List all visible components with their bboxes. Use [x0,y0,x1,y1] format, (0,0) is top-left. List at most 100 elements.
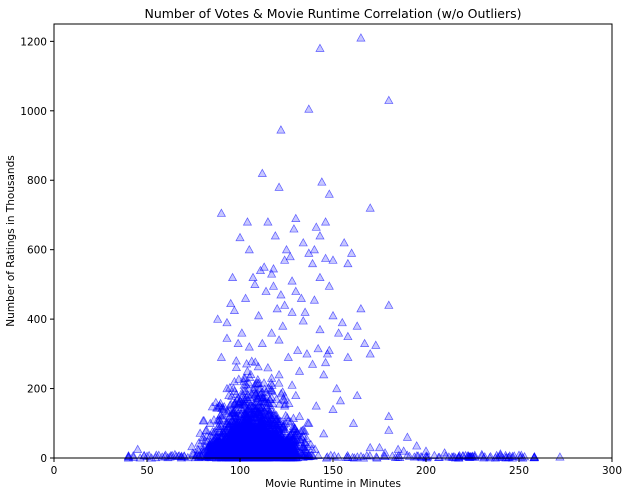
data-point [279,391,290,400]
x-tick-label: 300 [602,465,622,477]
data-point [307,359,318,368]
data-point [222,317,232,327]
data-point [284,398,294,407]
data-point [260,384,270,393]
data-point [247,356,257,365]
data-point [352,390,362,400]
data-point [191,450,202,460]
data-point [384,411,394,420]
x-tick-label: 150 [323,465,343,477]
data-point [274,369,284,379]
data-point [555,452,565,461]
data-point [268,264,279,273]
data-point [274,335,284,344]
data-point [324,345,334,354]
data-point [365,349,375,358]
data-point [335,395,346,405]
data-point [402,432,412,441]
data-point [328,255,338,264]
data-point [296,293,306,302]
data-point [274,182,284,191]
data-point [257,168,267,177]
data-point [315,231,325,240]
plot-frame [53,23,613,459]
data-point [199,416,209,425]
data-point [384,425,394,434]
data-point [187,441,197,451]
chart-title: Number of Votes & Movie Runtime Correlat… [144,6,521,21]
data-point [324,281,334,290]
data-point [237,388,247,397]
data-point [298,238,308,247]
data-point [227,272,238,282]
data-point [198,445,208,454]
data-point [133,444,143,453]
data-point [365,203,375,212]
data-point [365,442,375,452]
data-point [233,338,243,347]
data-point [307,258,318,268]
data-point [320,217,331,226]
data-point [248,272,258,282]
data-point [229,376,240,386]
data-point [360,338,370,347]
data-point [291,213,301,222]
data-point [328,404,338,413]
data-point [231,356,241,365]
x-tick-label: 200 [416,465,436,477]
data-point [256,388,266,398]
data-point [287,307,297,316]
data-point [253,361,263,371]
data-point [272,303,282,313]
data-point [228,383,239,393]
data-point [304,104,314,113]
data-point [309,295,319,304]
data-point [298,425,308,434]
data-point [399,446,409,455]
data-points [123,33,565,462]
data-point [237,328,247,337]
data-point [374,442,385,452]
data-point [280,300,290,309]
data-point [332,383,342,393]
data-point [229,305,240,314]
data-point [231,362,241,371]
data-point [254,310,264,320]
data-point [235,232,245,242]
data-point [267,269,277,278]
data-point [320,357,331,367]
data-point [226,298,236,308]
data-point [302,349,312,358]
data-point [356,33,366,42]
data-point [250,357,260,366]
x-tick-label: 250 [509,465,529,477]
data-point [371,452,381,461]
data-point [291,286,301,295]
data-point [421,446,431,455]
data-point [303,418,313,427]
data-point [348,418,359,427]
data-point [333,328,344,337]
x-tick-label: 0 [51,465,58,477]
data-point [287,276,297,285]
data-point [293,345,303,354]
data-point [384,95,394,104]
data-point [214,426,224,435]
data-point [268,281,279,290]
data-point [324,189,334,198]
x-tick-label: 50 [140,465,153,477]
y-tick-label: 400 [27,314,47,326]
data-point [319,428,329,438]
data-point [274,378,284,387]
data-point [309,244,319,254]
data-point [298,316,308,325]
data-point [250,279,260,288]
data-point [259,262,269,271]
data-point [242,217,253,226]
data-point [199,441,209,450]
data-point [240,293,251,302]
data-point [294,366,305,375]
data-point [311,401,321,410]
data-point [339,238,349,247]
data-point [251,413,261,422]
